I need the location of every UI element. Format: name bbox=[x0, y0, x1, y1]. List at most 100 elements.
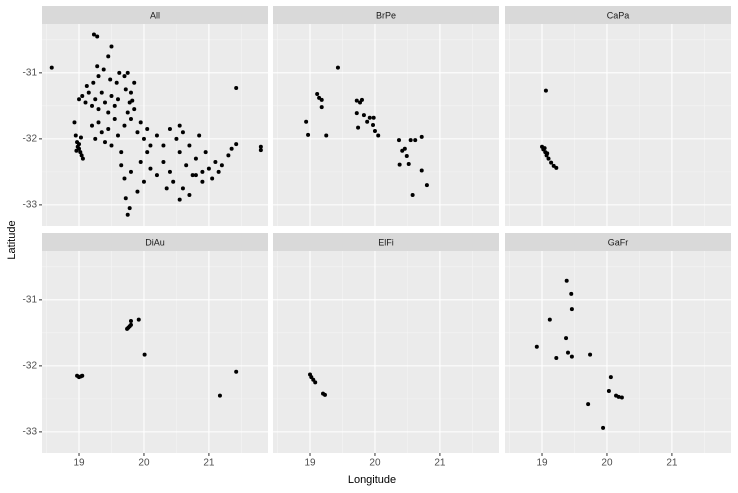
point bbox=[128, 90, 133, 95]
strip bbox=[505, 6, 731, 24]
point bbox=[108, 77, 113, 82]
point bbox=[406, 161, 411, 166]
point bbox=[96, 74, 101, 79]
point bbox=[72, 120, 77, 125]
point bbox=[419, 134, 424, 139]
point bbox=[187, 143, 192, 148]
point bbox=[148, 166, 153, 171]
point bbox=[372, 128, 377, 133]
point bbox=[315, 91, 320, 96]
point bbox=[154, 133, 159, 138]
x-tick-label: 20 bbox=[601, 458, 613, 469]
point bbox=[112, 103, 117, 108]
strip bbox=[273, 233, 499, 251]
point bbox=[545, 151, 550, 156]
point bbox=[102, 140, 107, 145]
point bbox=[106, 110, 111, 115]
point bbox=[564, 278, 569, 283]
x-tick-label: 20 bbox=[369, 458, 381, 469]
point bbox=[174, 136, 179, 141]
point bbox=[354, 111, 359, 116]
point bbox=[161, 159, 166, 164]
point bbox=[80, 373, 85, 378]
point bbox=[132, 107, 137, 112]
panel bbox=[273, 24, 499, 226]
point bbox=[313, 380, 318, 385]
point bbox=[184, 163, 189, 168]
point bbox=[177, 123, 182, 128]
point bbox=[130, 98, 135, 103]
point bbox=[419, 168, 424, 173]
point bbox=[78, 135, 83, 140]
point bbox=[78, 150, 83, 155]
point bbox=[367, 115, 372, 120]
point bbox=[109, 93, 114, 98]
point bbox=[138, 120, 143, 125]
point bbox=[180, 130, 185, 135]
point bbox=[91, 80, 96, 85]
point bbox=[114, 80, 119, 85]
y-tick-label: -32 bbox=[23, 134, 38, 145]
point bbox=[565, 350, 570, 355]
point bbox=[534, 344, 539, 349]
y-tick-label: -33 bbox=[23, 200, 38, 211]
point bbox=[96, 107, 101, 112]
point bbox=[324, 133, 329, 138]
point bbox=[569, 307, 574, 312]
point bbox=[73, 133, 78, 138]
y-tick-label: -31 bbox=[23, 67, 38, 78]
point bbox=[203, 150, 208, 155]
point bbox=[128, 318, 133, 323]
point bbox=[125, 70, 130, 75]
point bbox=[77, 97, 82, 102]
point bbox=[141, 179, 146, 184]
point bbox=[99, 90, 104, 95]
x-tick-label: 19 bbox=[536, 458, 548, 469]
point bbox=[371, 115, 376, 120]
point bbox=[322, 392, 327, 397]
point bbox=[546, 156, 551, 161]
point bbox=[79, 153, 84, 158]
point bbox=[219, 163, 224, 168]
point bbox=[117, 70, 122, 75]
point bbox=[361, 113, 366, 118]
point bbox=[145, 150, 150, 155]
x-tick-label: 19 bbox=[73, 458, 85, 469]
point bbox=[404, 154, 409, 159]
point bbox=[115, 133, 120, 138]
point bbox=[84, 84, 89, 89]
strip-label: CaPa bbox=[607, 10, 630, 20]
panel bbox=[273, 251, 499, 453]
point bbox=[132, 80, 137, 85]
point bbox=[95, 34, 100, 39]
point bbox=[74, 148, 79, 153]
point bbox=[354, 98, 359, 103]
y-tick-label: -32 bbox=[23, 361, 38, 372]
point bbox=[319, 97, 324, 102]
point bbox=[99, 130, 104, 135]
point bbox=[306, 132, 311, 137]
strip bbox=[42, 233, 268, 251]
point bbox=[304, 119, 309, 124]
point bbox=[258, 144, 263, 149]
point bbox=[335, 65, 340, 70]
point bbox=[588, 352, 593, 357]
point bbox=[356, 125, 361, 130]
point bbox=[200, 179, 205, 184]
strip-label: ElFi bbox=[378, 237, 394, 247]
point bbox=[402, 146, 407, 151]
strip bbox=[273, 6, 499, 24]
point bbox=[119, 150, 124, 155]
point bbox=[396, 138, 401, 143]
strip-label: DiAu bbox=[145, 237, 165, 247]
point bbox=[365, 119, 370, 124]
point bbox=[142, 352, 147, 357]
point bbox=[125, 212, 130, 217]
point bbox=[128, 169, 133, 174]
point bbox=[234, 86, 239, 91]
point bbox=[135, 130, 140, 135]
point bbox=[136, 317, 141, 322]
point bbox=[319, 105, 324, 110]
point bbox=[101, 67, 106, 72]
